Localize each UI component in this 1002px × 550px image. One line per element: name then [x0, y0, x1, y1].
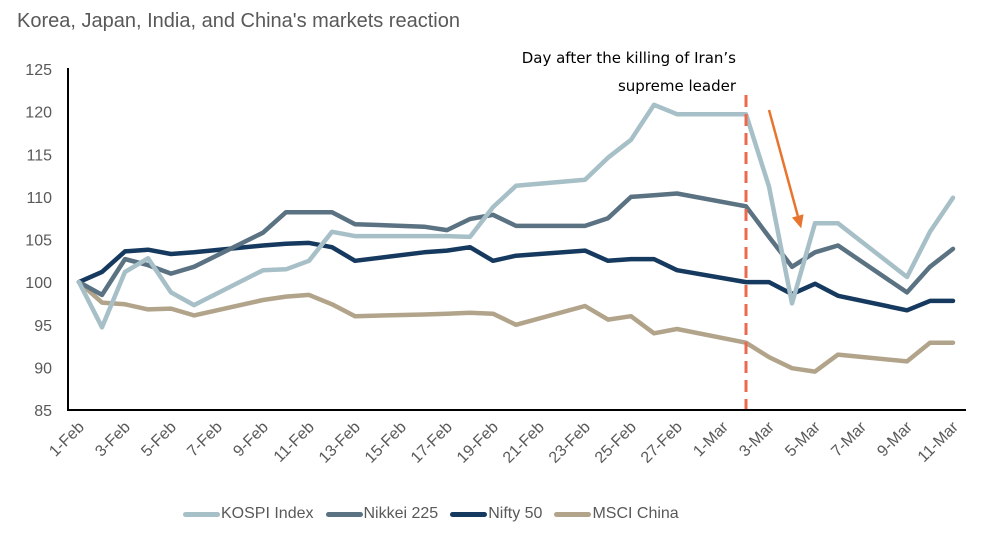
x-tick-label: 3-Feb — [92, 419, 134, 461]
legend-item-kospi: KOSPI Index — [183, 505, 314, 523]
x-tick-label: 7-Feb — [184, 419, 226, 461]
x-tick-label: 11-Feb — [271, 419, 318, 466]
legend-label-msci: MSCI China — [592, 505, 679, 522]
x-tick-label: 5-Feb — [138, 419, 180, 461]
legend-swatch-nikkei — [325, 511, 363, 517]
x-tick-label: 3-Mar — [736, 418, 778, 460]
x-tick-label: 13-Feb — [316, 419, 364, 467]
legend-item-msci: MSCI China — [554, 505, 679, 523]
x-tick-label: 5-Mar — [782, 418, 824, 460]
x-tick-label: 9-Feb — [230, 419, 272, 461]
x-tick-label: 15-Feb — [362, 419, 410, 467]
x-tick-label: 19-Feb — [454, 419, 502, 467]
event-annotation-text: Day after the killing of Iran’s — [522, 49, 736, 67]
y-tick-label: 100 — [25, 275, 52, 292]
legend-label-nikkei: Nikkei 225 — [363, 505, 439, 522]
y-tick-label: 105 — [25, 233, 52, 250]
x-tick-label: 11-Mar — [915, 418, 962, 465]
legend-label-kospi: KOSPI Index — [221, 505, 314, 522]
x-tick-label: 21-Feb — [500, 419, 548, 467]
legend-swatch-msci — [554, 511, 592, 517]
x-tick-label: 17-Feb — [408, 419, 456, 467]
legend-swatch-kospi — [183, 511, 220, 517]
y-tick-label: 85 — [34, 403, 52, 420]
y-axis-ticks: 85 90 95 100 105 110 115 120 125 — [25, 62, 52, 420]
series-line-nikkei-225 — [76, 191, 956, 298]
legend-item-nikkei: Nikkei 225 — [325, 505, 439, 523]
event-annotation-text: supreme leader — [618, 77, 737, 95]
arrow-shaft — [767, 109, 799, 217]
series-layer — [76, 102, 956, 374]
series-line-kospi-index — [76, 102, 956, 330]
series-line-nifty-50 — [76, 240, 956, 313]
y-tick-label: 110 — [26, 190, 52, 207]
x-tick-label: 7-Mar — [828, 418, 870, 460]
annotation-layer: Day after the killing of Iran’s supreme l… — [522, 49, 804, 410]
y-tick-label: 115 — [26, 147, 52, 164]
x-axis-ticks: 1-Feb 3-Feb 5-Feb 7-Feb 9-Feb11-Feb13-Feb15-… — [46, 418, 962, 466]
y-tick-label: 125 — [25, 62, 52, 79]
legend: KOSPI Index Nikkei 225 Nifty 50 MSCI Chi… — [183, 505, 691, 523]
arrow-head-icon — [792, 214, 804, 229]
y-tick-label: 95 — [34, 318, 52, 335]
legend-item-nifty: Nifty 50 — [450, 505, 542, 523]
x-tick-label: 1-Mar — [690, 418, 732, 460]
legend-swatch-nifty — [450, 511, 488, 517]
y-tick-label: 120 — [25, 105, 52, 122]
x-tick-label: 23-Feb — [546, 419, 594, 467]
x-tick-label: 25-Feb — [592, 419, 640, 467]
y-tick-label: 90 — [34, 360, 52, 377]
chart-title: Korea, Japan, India, and China's markets… — [17, 10, 460, 32]
series-line-msci-china — [76, 279, 956, 374]
x-tick-label: 27-Feb — [638, 419, 686, 467]
x-tick-label: 1-Feb — [46, 419, 88, 461]
x-tick-label: 9-Mar — [874, 418, 916, 460]
legend-label-nifty: Nifty 50 — [488, 505, 543, 522]
